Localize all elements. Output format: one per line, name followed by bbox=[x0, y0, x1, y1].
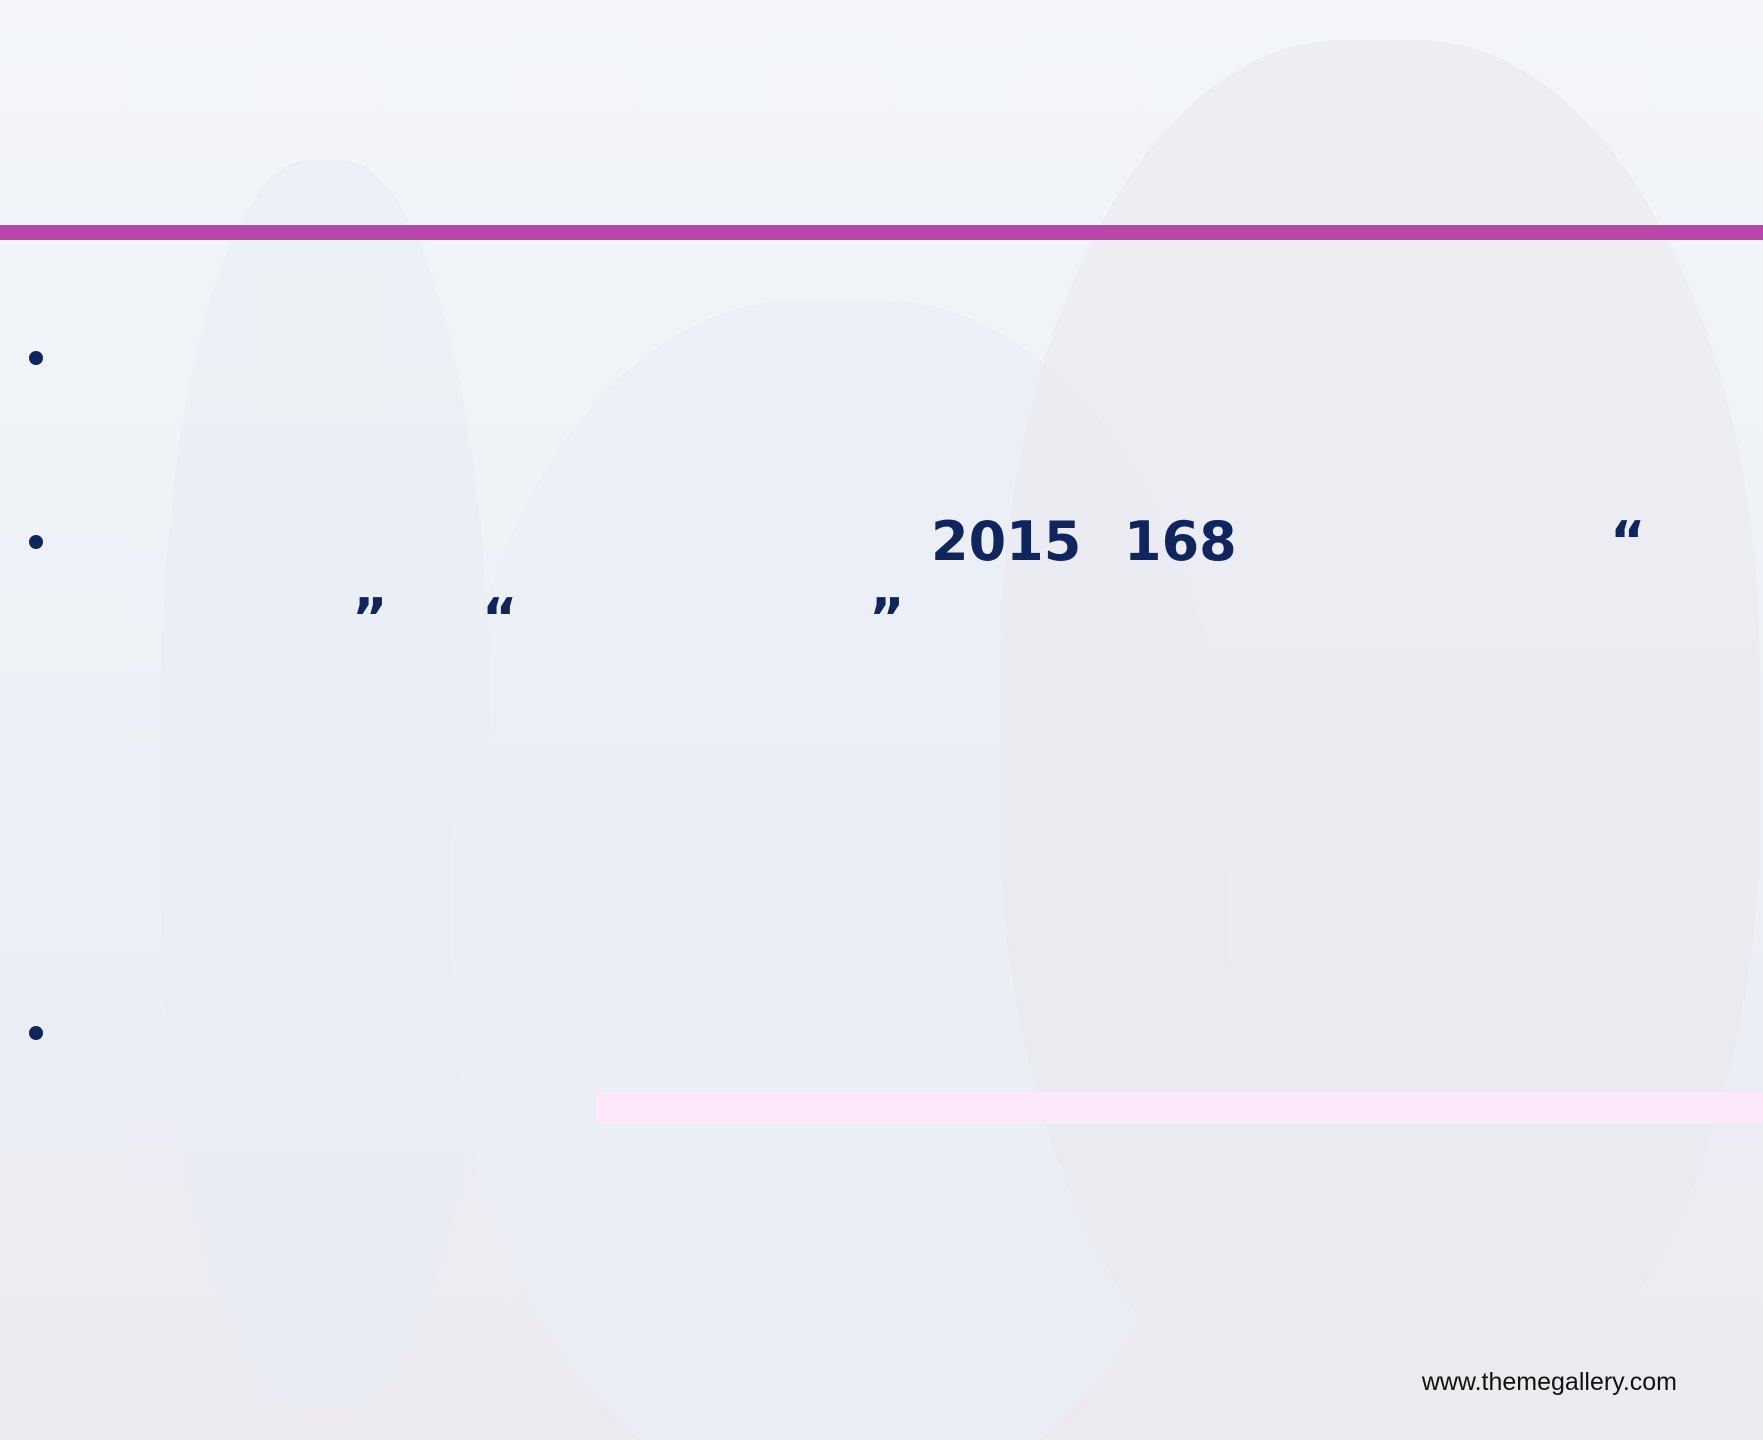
footer-url: www.themegallery.com bbox=[1422, 1368, 1677, 1397]
highlight-strip bbox=[596, 1092, 1763, 1124]
text-fragment: ” bbox=[352, 592, 388, 646]
text-fragment: “ bbox=[1610, 515, 1646, 569]
text-fragment: ” bbox=[869, 592, 905, 646]
background-figure bbox=[1000, 40, 1760, 1440]
header-rule bbox=[0, 225, 1763, 240]
text-fragment: 168 bbox=[1124, 515, 1237, 569]
bullet bbox=[29, 351, 43, 365]
background-figure bbox=[160, 160, 490, 1410]
bullet bbox=[29, 535, 43, 549]
text-fragment: 2015 bbox=[931, 515, 1081, 569]
bullet bbox=[29, 1026, 43, 1040]
slide: 2015 168 “ ” “ ” www.themegallery.com bbox=[0, 0, 1763, 1440]
text-fragment: “ bbox=[482, 592, 518, 646]
